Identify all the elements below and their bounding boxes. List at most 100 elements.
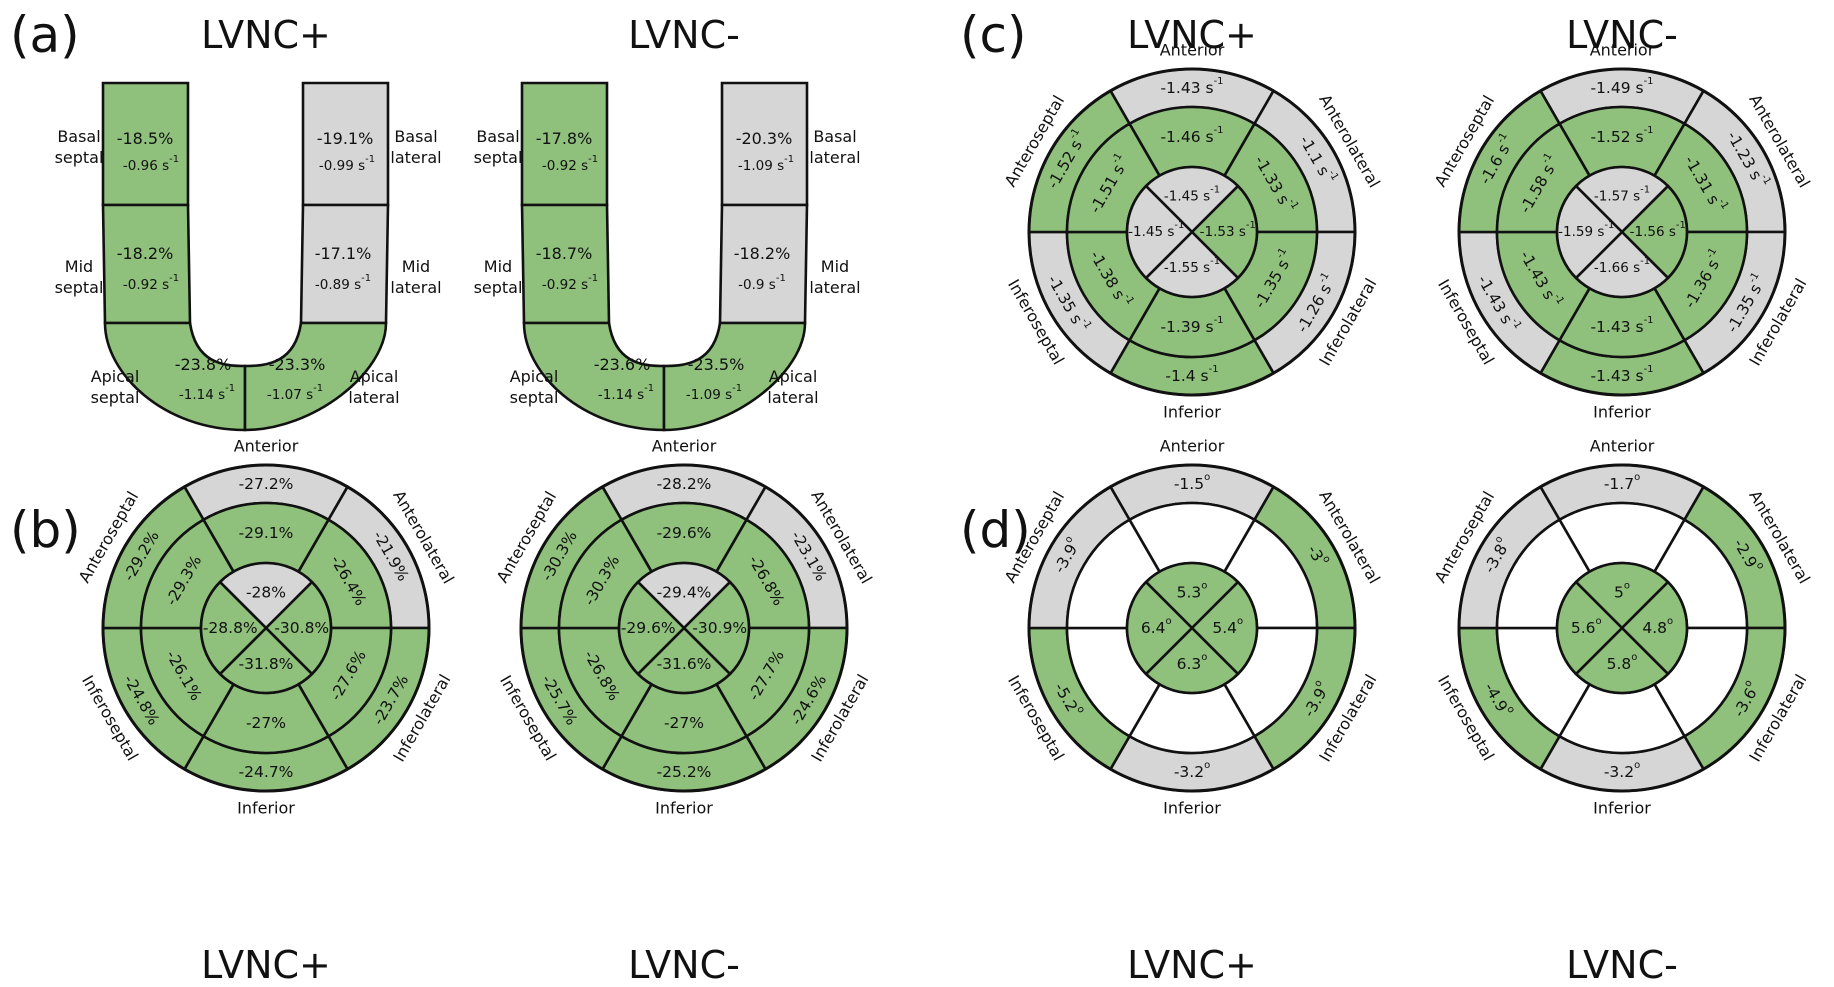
panel-b-bullseyes: -27.2%-21.9%-23.7%-24.7%-24.8%-29.2% -29.…: [75, 437, 876, 818]
bullseye-b-lvnc-minus: -28.2%-23.1%-24.6%-25.2%-25.7%-30.3% -29.…: [493, 437, 876, 818]
apex-value-3: -28.8%: [203, 619, 258, 637]
title-c-lvnc-plus: LVNC+: [1127, 13, 1257, 57]
region-label-inferior: Inferior: [1163, 403, 1221, 422]
apex-value-0: -1.45 s-1: [1164, 184, 1220, 204]
title-d-lvnc-minus: LVNC-: [1566, 943, 1678, 987]
region-label-anterior: Anterior: [234, 437, 299, 456]
strain-apical-lateral: -23.5%: [688, 355, 745, 374]
apex-value-2: -31.8%: [239, 654, 294, 672]
apex-segment-3: [1125, 184, 1194, 280]
region-label-inferior: Inferior: [1163, 799, 1221, 818]
rate-apical-septal: -1.14 s-1: [598, 383, 654, 403]
outer-value-anterolateral: -3o: [1304, 541, 1333, 570]
apex-value-0: -28%: [246, 583, 286, 601]
segment-apical-lateral: [662, 321, 807, 432]
rate-apical-septal: -1.14 s-1: [179, 383, 235, 403]
panel-label-b: (b): [10, 501, 81, 559]
apex-value-2: -31.6%: [657, 654, 712, 672]
apex-segment-1: [1190, 184, 1259, 280]
strain-apical-septal: -23.6%: [594, 355, 651, 374]
outer-ring: [1457, 463, 1787, 793]
panel-label-c: (c): [960, 6, 1027, 64]
middle-value-0: -29.6%: [657, 524, 712, 542]
segment-apical-lateral: [243, 321, 388, 432]
strain-mid-lateral: -17.1%: [315, 244, 372, 263]
title-d-lvnc-plus: LVNC+: [1127, 943, 1257, 987]
title-a-lvnc-minus: LVNC-: [628, 13, 740, 57]
apex-segment-0: [1144, 165, 1240, 234]
apex-segment-0: [1574, 561, 1670, 630]
outer-value-anterior: -1.5o: [1174, 472, 1210, 493]
bullseye-b-lvnc-plus: -27.2%-21.9%-23.7%-24.7%-24.8%-29.2% -29.…: [75, 437, 458, 818]
label-apical-lateral: Apical lateral: [348, 367, 399, 407]
apex-segment-3: [1555, 184, 1624, 280]
apex-value-1: 4.8o: [1642, 616, 1673, 637]
apex-value-1: 5.4o: [1212, 616, 1243, 637]
region-label-inferior: Inferior: [655, 799, 713, 818]
apex-segment-2: [1144, 230, 1240, 299]
outer-value-anterior: -1.7o: [1604, 472, 1640, 493]
apex-segment-1: [682, 580, 751, 676]
segment-mid-septal: [101, 203, 192, 325]
outer-ring: [1457, 67, 1787, 397]
strain-basal-septal: -17.8%: [536, 129, 593, 148]
apex-value-2: 5.8o: [1607, 652, 1638, 673]
label-apical-septal: Apical septal: [91, 367, 140, 407]
panel-c-bullseyes: -1.43 s-1-1.1 s-1-1.26 s-1-1.4 s-1-1.35 …: [1001, 41, 1814, 422]
bullseye-d-lvnc-plus: -1.5o-3o-3.9o-3.2o-5.2o-3.9o5.3o5.4o6.3o…: [1001, 437, 1384, 818]
apex-segment-1: [1620, 184, 1689, 280]
apex-value-0: 5o: [1614, 580, 1630, 601]
outer-value-anterior: -27.2%: [239, 475, 294, 493]
outer-ring: [519, 463, 849, 793]
apex-value-3: -1.59 s-1: [1558, 220, 1614, 240]
apex-value-1: -1.56 s-1: [1630, 220, 1686, 240]
segment-mid-lateral: [718, 203, 809, 325]
region-label-inferior: Inferior: [1593, 403, 1651, 422]
apex-segment-0: [1144, 561, 1240, 630]
apex-segment-0: [1574, 165, 1670, 234]
region-label-anterior: Anterior: [1590, 41, 1655, 60]
label-basal-lateral: Basal lateral: [809, 127, 860, 167]
apex-segment-0: [636, 561, 732, 630]
apex-segment-3: [1555, 580, 1624, 676]
middle-value-3: -1.43 s-1: [1590, 315, 1653, 336]
rate-mid-lateral: -0.89 s-1: [315, 273, 371, 293]
rate-basal-septal: -0.92 s-1: [542, 154, 598, 174]
strain-mid-septal: -18.2%: [117, 244, 174, 263]
outer-ring: [1027, 67, 1357, 397]
rate-mid-septal: -0.92 s-1: [123, 273, 179, 293]
apex-segment-0: [218, 561, 314, 630]
panel-label-a: (a): [10, 6, 80, 64]
apex-value-2: -1.55 s-1: [1164, 256, 1220, 276]
apex-value-2: -1.66 s-1: [1594, 256, 1650, 276]
outer-ring: [101, 463, 431, 793]
rate-mid-lateral: -0.9 s-1: [738, 273, 786, 293]
apex-value-3: 5.6o: [1571, 616, 1602, 637]
strain-apical-lateral: -23.3%: [269, 355, 326, 374]
apex-value-0: -1.57 s-1: [1594, 184, 1650, 204]
middle-value-3: -27%: [246, 714, 286, 732]
bullseye-d-lvnc-minus: -1.7o-2.9o-3.6o-3.2o-4.9o-3.8o5o4.8o5.8o…: [1431, 437, 1814, 818]
title-a-lvnc-plus: LVNC+: [201, 13, 331, 57]
rate-mid-septal: -0.92 s-1: [542, 273, 598, 293]
label-basal-septal: Basal septal: [55, 127, 104, 167]
region-label-anterior: Anterior: [1160, 437, 1225, 456]
apex-value-0: -29.4%: [657, 583, 712, 601]
label-basal-septal: Basal septal: [474, 127, 523, 167]
rate-basal-lateral: -1.09 s-1: [738, 154, 794, 174]
apex-segment-2: [1574, 230, 1670, 299]
label-apical-septal: Apical septal: [510, 367, 559, 407]
apex-segment-1: [264, 580, 333, 676]
apex-segment-1: [1620, 580, 1689, 676]
rate-basal-lateral: -0.99 s-1: [319, 154, 375, 174]
outer-value-anterior: -1.43 s-1: [1160, 76, 1223, 97]
outer-value-inferior: -1.4 s-1: [1165, 364, 1218, 385]
apex-value-3: 6.4o: [1141, 616, 1172, 637]
strain-basal-septal: -18.5%: [117, 129, 174, 148]
region-label-anterior: Anterior: [1590, 437, 1655, 456]
bullseye-c-lvnc-minus: -1.49 s-1-1.23 s-1-1.35 s-1-1.43 s-1-1.4…: [1431, 41, 1814, 422]
region-label-anterior: Anterior: [652, 437, 717, 456]
outer-value-inferior: -3.2o: [1174, 760, 1210, 781]
apex-value-1: -30.8%: [274, 619, 329, 637]
